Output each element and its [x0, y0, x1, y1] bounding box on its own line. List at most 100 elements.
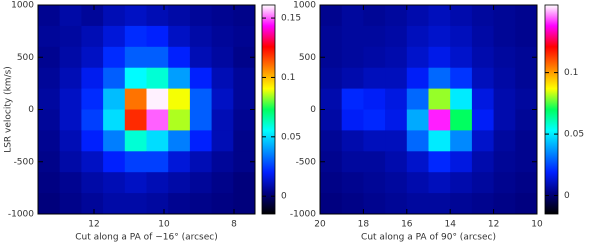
heatmap-cell	[471, 5, 494, 27]
colorbar-tick-label: 0.05	[564, 130, 584, 140]
heatmap-cell	[103, 67, 126, 89]
heatmap-cell	[515, 109, 538, 131]
heatmap-cell	[515, 25, 538, 48]
heatmap-cell	[168, 193, 191, 215]
heatmap-cell	[211, 109, 234, 131]
heatmap-cell	[493, 67, 516, 89]
heatmap-cell	[406, 151, 429, 173]
heatmap-cell	[168, 109, 191, 131]
heatmap-cell	[493, 151, 516, 173]
heatmap-cell	[124, 25, 147, 48]
y-axis-label: LSR velocity (km/s)	[4, 66, 14, 153]
heatmap-cell	[385, 25, 408, 48]
heatmap-cell	[471, 151, 494, 173]
heatmap-cell	[189, 109, 212, 131]
heatmap-cell	[59, 151, 82, 173]
heatmap-cell	[363, 67, 386, 89]
heatmap-cell	[103, 130, 126, 152]
heatmap-cell	[124, 88, 147, 110]
heatmap-cell	[81, 193, 104, 215]
heatmap-cell	[515, 151, 538, 173]
heatmap-cell	[471, 88, 494, 110]
heatmap-cell	[211, 130, 234, 152]
heatmap-cell	[103, 193, 126, 215]
x-tick-label: 16	[401, 220, 413, 230]
colorbar-tick-label: 0.15	[281, 14, 301, 24]
heatmap-cell	[189, 88, 212, 110]
heatmap-cell	[450, 172, 473, 194]
heatmap-cell	[146, 151, 169, 173]
heatmap-cell	[385, 5, 408, 27]
heatmap-cell	[124, 193, 147, 215]
heatmap-cell	[320, 130, 343, 152]
heatmap-cell	[81, 130, 104, 152]
heatmap-cell	[385, 130, 408, 152]
heatmap-cell	[515, 88, 538, 110]
heatmap-cell	[493, 46, 516, 69]
heatmap-cell	[320, 46, 343, 69]
heatmap-cell	[406, 25, 429, 48]
heatmap-cell	[81, 172, 104, 194]
heatmap-cell	[320, 25, 343, 48]
heatmap-cell	[211, 46, 234, 69]
heatmap-cell	[450, 151, 473, 173]
heatmap-cell	[189, 172, 212, 194]
heatmap-cell	[124, 109, 147, 131]
heatmap-cell	[493, 109, 516, 131]
heatmap-cell	[515, 172, 538, 194]
heatmap-cell	[81, 46, 104, 69]
heatmap-cell	[428, 67, 451, 89]
heatmap-cell	[146, 25, 169, 48]
colorbar-tick-label: 0.05	[281, 132, 301, 142]
heatmap-cell	[233, 130, 256, 152]
colorbar-tick-label: 0.1	[564, 68, 578, 78]
heatmap-cell	[233, 88, 256, 110]
heatmap-cell	[103, 25, 126, 48]
y-tick-label: -500	[296, 157, 317, 167]
heatmap-cell	[189, 46, 212, 69]
heatmap-cell	[428, 5, 451, 27]
heatmap-cell	[211, 88, 234, 110]
heatmap-cell	[103, 5, 126, 27]
heatmap-cell	[103, 46, 126, 69]
heatmap-cell	[428, 151, 451, 173]
heatmap-cell	[189, 25, 212, 48]
heatmap-cell	[471, 172, 494, 194]
heatmap-cell	[363, 193, 386, 215]
heatmap-cell	[189, 67, 212, 89]
heatmap-cell	[341, 109, 364, 131]
heatmap-cell	[428, 130, 451, 152]
colorbar-tick-label: 0	[281, 192, 287, 202]
heatmap-cell	[406, 88, 429, 110]
heatmap-cell	[233, 5, 256, 27]
heatmap-cell	[81, 88, 104, 110]
heatmap-cell	[406, 109, 429, 131]
heatmap-cell	[493, 88, 516, 110]
heatmap-cell	[59, 67, 82, 89]
heatmap-cell	[493, 172, 516, 194]
heatmap-cell	[59, 193, 82, 215]
heatmap-cell	[81, 109, 104, 131]
heatmap-cell	[103, 151, 126, 173]
heatmap-cell	[341, 25, 364, 48]
colorbar-tick-label: 0.1	[281, 73, 295, 83]
heatmap-cell	[341, 130, 364, 152]
heatmap-cell	[233, 46, 256, 69]
heatmap-cell	[450, 46, 473, 69]
heatmap-cell	[428, 46, 451, 69]
heatmap-cell	[385, 109, 408, 131]
heatmap-cell	[233, 25, 256, 48]
heatmap-cell	[168, 130, 191, 152]
heatmap-cell	[103, 172, 126, 194]
heatmap-cell	[385, 151, 408, 173]
heatmap-cell	[124, 5, 147, 27]
heatmap-cell	[471, 109, 494, 131]
y-tick-label: -1000	[290, 210, 316, 220]
heatmap-cell	[81, 5, 104, 27]
heatmap-cell	[38, 172, 61, 194]
heatmap-cell	[363, 88, 386, 110]
heatmap-cell	[38, 151, 61, 173]
x-tick-label: 12	[488, 220, 499, 230]
x-axis-label: Cut along a PA of −16° (arcsec)	[75, 233, 217, 243]
heatmap-cell	[168, 5, 191, 27]
